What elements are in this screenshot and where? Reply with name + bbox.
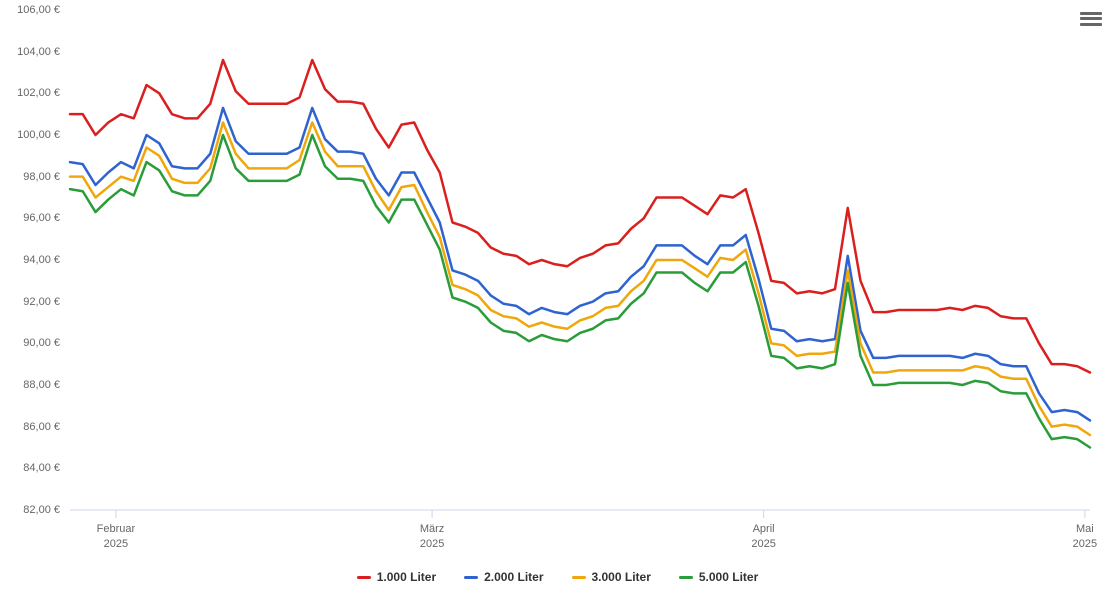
- series-line: [70, 123, 1090, 436]
- legend-label: 5.000 Liter: [699, 570, 758, 584]
- x-tick-label: April2025: [751, 522, 775, 553]
- legend-item[interactable]: 1.000 Liter: [357, 570, 436, 584]
- y-tick-label: 88,00 €: [0, 379, 60, 391]
- legend-label: 3.000 Liter: [592, 570, 651, 584]
- series-line: [70, 108, 1090, 421]
- legend-item[interactable]: 3.000 Liter: [572, 570, 651, 584]
- y-tick-label: 96,00 €: [0, 212, 60, 224]
- x-tick-label: Februar2025: [97, 522, 136, 553]
- y-tick-label: 100,00 €: [0, 129, 60, 141]
- y-tick-label: 82,00 €: [0, 504, 60, 516]
- series-line: [70, 135, 1090, 448]
- y-tick-label: 84,00 €: [0, 462, 60, 474]
- y-tick-label: 92,00 €: [0, 296, 60, 308]
- y-tick-label: 86,00 €: [0, 421, 60, 433]
- legend-label: 1.000 Liter: [377, 570, 436, 584]
- legend-swatch: [464, 576, 478, 579]
- legend-item[interactable]: 5.000 Liter: [679, 570, 758, 584]
- legend-swatch: [572, 576, 586, 579]
- x-tick-label: März2025: [420, 522, 444, 553]
- plot-area: [0, 0, 1115, 608]
- legend-label: 2.000 Liter: [484, 570, 543, 584]
- x-tick-label: Mai2025: [1073, 522, 1097, 553]
- y-tick-label: 106,00 €: [0, 4, 60, 16]
- legend-swatch: [357, 576, 371, 579]
- legend-item[interactable]: 2.000 Liter: [464, 570, 543, 584]
- price-chart: 82,00 € 84,00 € 86,00 € 88,00 € 90,00 € 92,00…: [0, 0, 1115, 608]
- y-tick-label: 90,00 €: [0, 337, 60, 349]
- legend: 1.000 Liter 2.000 Liter 3.000 Liter 5.000 L…: [0, 570, 1115, 584]
- legend-swatch: [679, 576, 693, 579]
- y-tick-label: 94,00 €: [0, 254, 60, 266]
- y-tick-label: 104,00 €: [0, 46, 60, 58]
- y-tick-label: 98,00 €: [0, 171, 60, 183]
- y-tick-label: 102,00 €: [0, 87, 60, 99]
